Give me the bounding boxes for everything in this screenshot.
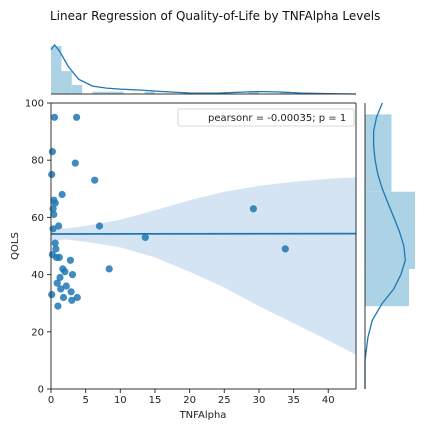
data-point [249,205,257,213]
legend-box [177,108,355,127]
data-point [48,148,57,156]
chart-title: Linear Regression of Quality-of-Life by … [50,9,380,23]
right-marginal-histogram [364,102,415,389]
x-tick-label: 10 [114,395,127,406]
data-point [57,285,65,293]
data-point [54,302,62,310]
top-histogram-bar [144,91,155,94]
top-histogram-bar [71,84,83,94]
right-kde-curve [364,102,406,389]
data-point [58,190,66,199]
x-tick-label: 20 [183,395,196,406]
data-point [95,222,104,230]
y-tick-label: 60 [31,213,44,224]
y-tick-label: 80 [31,156,44,167]
data-point [281,245,289,253]
x-tick-label: 5 [82,395,88,406]
data-point [55,253,63,261]
data-point [52,245,60,253]
data-point [67,288,75,296]
top-kde-curve [50,43,357,95]
y-tick-label: 20 [31,327,44,338]
right-histogram-bar [365,191,415,269]
top-histogram-bar [61,71,72,94]
scatter-points-layer [48,113,289,310]
data-point [50,113,59,121]
legend: pearsonr = -0.00035; p = 1 [177,108,355,127]
top-marginal-histogram [50,43,357,95]
x-tick-label: 30 [253,395,266,406]
y-tick-label: 0 [38,385,44,396]
data-point [48,170,56,179]
top-histogram-bar [92,91,103,94]
x-tick-label: 15 [149,395,162,406]
x-tick-label: 40 [322,395,335,406]
x-axis-label: TNFAlpha [179,410,227,421]
y-axis-label: QOLS [10,232,21,260]
data-point [73,293,81,302]
data-point [62,282,70,290]
x-tick-label: 0 [48,395,54,406]
main-scatter-panel: 0 5 10 15 20 25 30 35 40 0 20 40 60 80 100 [25,99,357,406]
data-point [51,239,59,247]
data-point [59,293,68,302]
data-point [61,268,69,276]
data-point [68,271,77,279]
data-point [66,256,74,264]
legend-label: pearsonr = -0.00035; p = 1 [208,113,346,124]
data-point [73,113,81,121]
top-histogram-bar [248,91,259,94]
data-point [71,159,79,167]
data-point [56,273,64,282]
top-histogram-bar [103,91,114,94]
x-tick-label: 25 [218,395,231,406]
confidence-band [51,177,356,355]
right-histogram-bar [365,114,392,192]
data-point [91,176,99,184]
axes-layer: 0 5 10 15 20 25 30 35 40 0 20 40 60 80 100 [25,99,357,406]
data-point [141,233,149,241]
confidence-band-layer [51,177,356,355]
data-point [50,210,58,219]
data-point [48,291,56,299]
y-tick-label: 100 [25,99,44,110]
top-histogram-bar [51,46,62,94]
data-point [55,222,63,230]
data-point [53,279,61,287]
right-histogram-bar [365,268,410,307]
data-point [105,265,113,273]
top-histogram-bar [113,91,124,94]
data-point [51,199,59,207]
y-tick-label: 40 [31,270,44,281]
x-tick-label: 35 [287,395,300,406]
data-point [68,296,76,304]
